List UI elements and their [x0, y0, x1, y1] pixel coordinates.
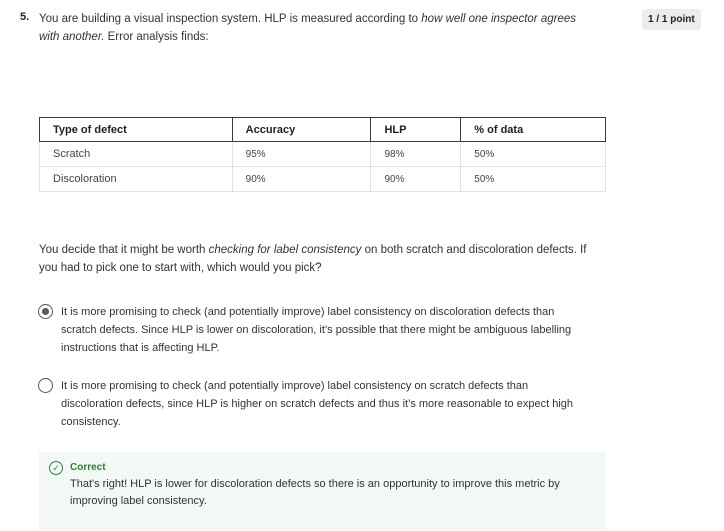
answer-option-label[interactable]: It is more promising to check (and poten…	[61, 380, 573, 428]
table-row: Scratch 95% 98% 50%	[39, 141, 606, 167]
check-circle-icon: ✓	[49, 461, 63, 475]
feedback-box: ✓ Correct That's right! HLP is lower for…	[39, 452, 606, 530]
table-row: Discoloration 90% 90% 50%	[39, 166, 606, 192]
table-header: % of data	[460, 117, 606, 142]
table-cell: 90%	[231, 166, 372, 192]
points-badge: 1 / 1 point	[642, 9, 701, 30]
table-cell: Discoloration	[39, 166, 233, 192]
prompt-after: on both scratch and discoloration defect…	[39, 244, 587, 274]
table-cell: 50%	[460, 166, 606, 192]
question-text-before: You are building a visual inspection sys…	[39, 13, 422, 25]
table-header-row: Type of defect Accuracy HLP % of data	[39, 117, 606, 142]
table-cell: 95%	[231, 141, 372, 167]
question-number: 5.	[20, 11, 30, 23]
feedback-title: Correct	[70, 462, 106, 473]
question-prompt: You decide that it might be worth checki…	[39, 241, 605, 277]
table-header: HLP	[370, 117, 462, 142]
table-cell: 90%	[370, 166, 462, 192]
table-cell: 50%	[460, 141, 606, 167]
radio-button[interactable]	[38, 378, 53, 393]
answer-option-label[interactable]: It is more promising to check (and poten…	[61, 306, 572, 354]
feedback-text: That's right! HLP is lower for discolora…	[70, 478, 560, 507]
error-analysis-table: Type of defect Accuracy HLP % of data Sc…	[39, 117, 606, 192]
table-cell: Scratch	[39, 141, 233, 167]
prompt-italic: checking for label consistency	[208, 244, 362, 256]
table-header: Type of defect	[39, 117, 233, 142]
question-text: You are building a visual inspection sys…	[39, 10, 599, 46]
question-text-italic: how well one inspector agrees with anoth…	[39, 13, 576, 43]
prompt-before: You decide that it might be worth	[39, 244, 209, 256]
radio-button-selected[interactable]	[38, 304, 53, 319]
question-text-after: Error analysis finds:	[104, 31, 209, 43]
table-cell: 98%	[370, 141, 462, 167]
table-header: Accuracy	[231, 117, 372, 142]
